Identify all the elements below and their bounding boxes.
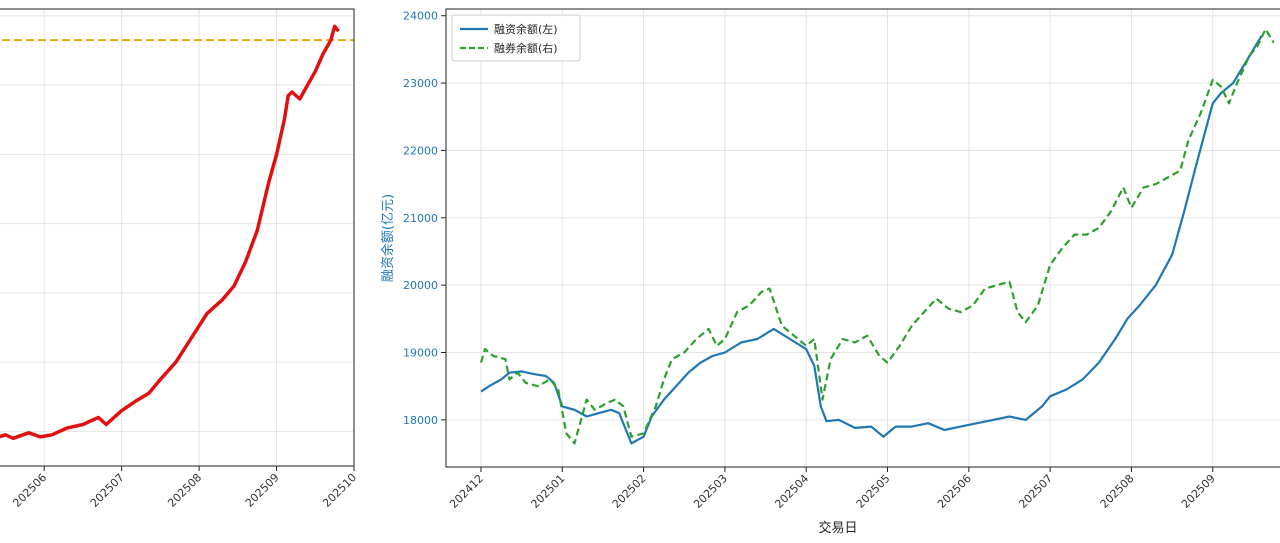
right-y-tick-label: 18000 [403,414,438,427]
left-grid [0,9,355,466]
right-series-solid-line [480,35,1263,445]
left-plot-frame [0,8,355,467]
left-series-group [0,24,340,441]
right-y-axis-ticks: 18000 19000 20000 21000 22000 23000 24000 [403,10,446,427]
right-line-chart: 202412 202501 202502 202503 202504 202505 2025… [380,8,1280,536]
right-x-tick-label: 202504 [772,472,811,511]
left-x-axis-ticks: 202506 202507 202508 202509 202510 [10,466,359,510]
left-line-chart: 202506 202507 202508 202509 202510 [0,8,359,510]
right-x-tick-label: 202501 [529,472,568,511]
right-plot-frame [445,8,1280,468]
right-y-tick-label: 21000 [403,212,438,225]
left-x-tick-label: 202509 [243,471,282,510]
left-series-line [0,24,340,441]
right-x-tick-label: 202509 [1179,472,1218,511]
right-y-tick-label: 19000 [403,347,438,360]
right-y-tick-label: 22000 [403,144,438,157]
right-grid [446,9,1280,467]
right-x-tick-label: 202506 [935,472,974,511]
left-x-tick-label: 202510 [320,471,359,510]
right-x-tick-label: 202507 [1016,472,1055,511]
left-x-tick-label: 202508 [165,471,204,510]
right-series-dashed-line [479,28,1275,445]
right-y-tick-label: 23000 [403,77,438,90]
right-x-tick-label: 202502 [610,472,649,511]
right-x-axis-label: 交易日 [818,520,857,536]
right-y-tick-label: 24000 [403,10,438,23]
right-y-axis-label: 融资余额(亿元) [380,194,396,282]
right-legend: 融资余额(左) 融券余额(右) [451,14,581,62]
left-x-tick-label: 202506 [10,471,49,510]
right-x-axis-ticks: 202412 202501 202502 202503 202504 202505 2025… [447,467,1218,511]
legend-box [451,14,581,62]
legend-label: 融资余额(左) [494,22,558,36]
right-y-tick-label: 20000 [403,279,438,292]
right-series-group [479,28,1275,445]
right-x-tick-label: 202412 [447,472,486,511]
right-x-tick-label: 202503 [691,472,730,511]
right-x-tick-label: 202508 [1098,472,1137,511]
right-x-tick-label: 202505 [854,472,893,511]
legend-label: 融券余额(右) [494,41,558,55]
left-x-tick-label: 202507 [88,471,127,510]
